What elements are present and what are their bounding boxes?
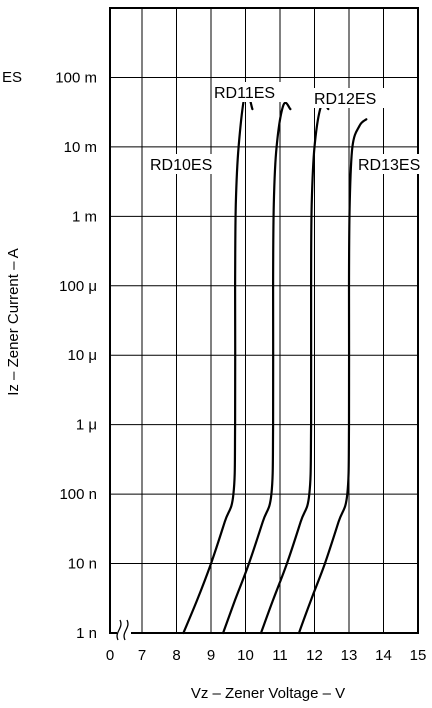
x-tick-label: 10 (237, 647, 254, 664)
y-axis-title: Iz – Zener Current – A (5, 248, 22, 396)
axis-break-stroke-2 (123, 619, 129, 641)
x-tick-label: 14 (375, 647, 392, 664)
y-tick-label: 1 n (76, 625, 97, 642)
y-tick-label: 100 n (59, 486, 97, 503)
y-tick-label: 10 n (68, 556, 97, 573)
x-tick-label: 0 (106, 647, 114, 664)
x-tick-label: 7 (138, 647, 146, 664)
x-tick-label: 15 (410, 647, 427, 664)
y-tick-label: 10 μ (68, 347, 98, 364)
clipped-left-label: ES (2, 69, 22, 86)
x-tick-labels: 0 7 8 9 10 11 12 13 14 15 (106, 647, 427, 664)
y-tick-label: 10 m (64, 139, 97, 156)
y-tick-label: 1 m (72, 208, 97, 225)
grid-lines (110, 8, 418, 633)
plot-frame (109, 7, 419, 634)
series-labels: RD10ES RD11ES RD12ES RD13ES (148, 82, 432, 174)
x-axis-title: Vz – Zener Voltage – V (191, 685, 345, 702)
series-curve-rd12es (259, 101, 330, 635)
series-label-rd10es: RD10ES (150, 157, 212, 174)
x-tick-label: 11 (272, 647, 288, 664)
series-curves (182, 90, 368, 635)
series-label-rd12es: RD12ES (314, 91, 376, 108)
series-label-rd13es: RD13ES (358, 157, 420, 174)
y-tick-label: 100 m (55, 69, 97, 86)
series-curve-rd11es (222, 101, 292, 635)
x-tick-label: 13 (341, 647, 358, 664)
y-tick-labels: 1 n 10 n 100 n 1 μ 10 μ 100 μ 1 m 10 m 100 m (55, 69, 97, 642)
series-label-bg-rd10es (148, 154, 232, 174)
series-label-bg-rd11es (212, 82, 298, 102)
series-label-rd11es: RD11ES (214, 85, 275, 102)
x-tick-label: 12 (306, 647, 323, 664)
series-curve-rd13es (297, 118, 368, 635)
series-label-bg-rd12es (312, 88, 398, 108)
x-tick-label: 9 (207, 647, 215, 664)
series-curve-rd10es (182, 90, 254, 635)
y-tick-label: 100 μ (59, 278, 97, 295)
axis-break-mark (116, 619, 131, 641)
y-tick-label: 1 μ (76, 417, 97, 434)
series-label-bg-rd13es (356, 154, 432, 174)
axis-break-stroke-1 (116, 619, 122, 641)
x-tick-label: 8 (172, 647, 180, 664)
